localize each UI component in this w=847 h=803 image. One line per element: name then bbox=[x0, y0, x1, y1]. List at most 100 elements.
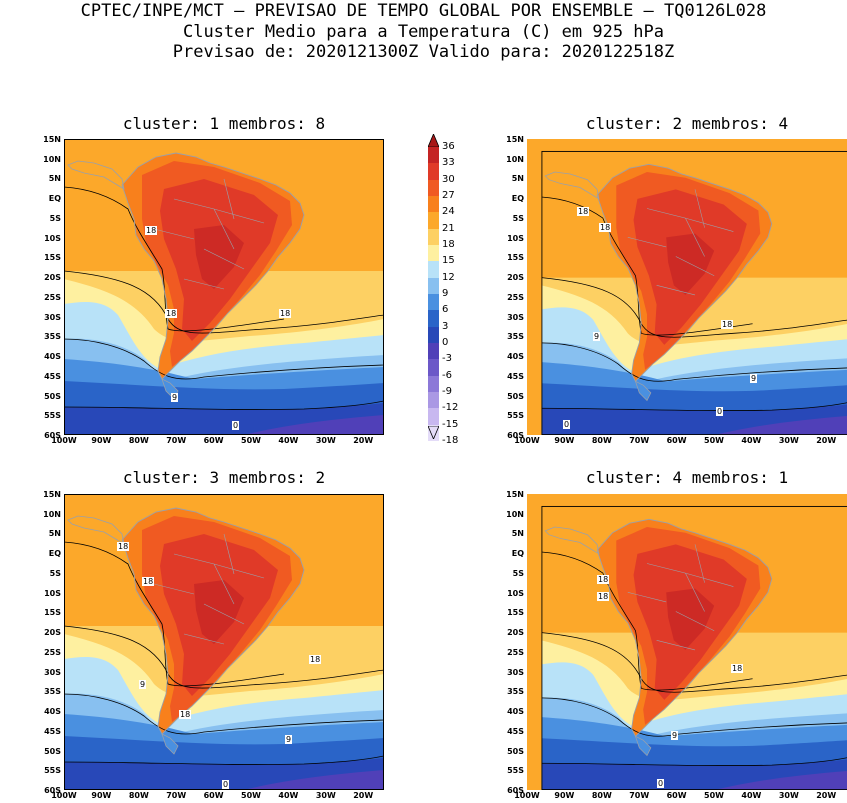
lat-tick-label: 10N bbox=[43, 509, 61, 519]
lat-tick-label: 5N bbox=[48, 174, 61, 184]
lat-tick-label: 15N bbox=[43, 135, 61, 144]
lat-tick-label: 5N bbox=[511, 174, 524, 184]
lon-tick-label: 20W bbox=[816, 436, 837, 445]
colorbar-swatch bbox=[428, 212, 439, 229]
panel-title: cluster: 4 membros: 1 bbox=[585, 468, 789, 487]
lon-tick-label: 50W bbox=[704, 436, 724, 445]
lat-tick-label: 20S bbox=[44, 628, 61, 638]
header-line-1: CPTEC/INPE/MCT — PREVISAO DE TEMPO GLOBA… bbox=[80, 1, 767, 21]
lon-tick-label: 30W bbox=[778, 791, 799, 800]
colorbar-swatch bbox=[428, 342, 439, 360]
colorbar-tick: 21 bbox=[442, 222, 455, 234]
lat-tick-label: 10N bbox=[506, 509, 524, 519]
contour-label: 18 bbox=[309, 655, 322, 664]
lat-tick-label: 50S bbox=[507, 391, 524, 401]
colorbar-tick: 3 bbox=[442, 320, 449, 332]
colorbar-tick: -3 bbox=[442, 353, 452, 365]
colorbar-tick: -18 bbox=[442, 434, 459, 446]
colorbar-tick: 0 bbox=[442, 336, 449, 348]
lat-tick-label: 5N bbox=[48, 529, 61, 539]
lat-tick-label: 10S bbox=[507, 233, 524, 243]
colorbar-bottom-arrow bbox=[428, 426, 439, 439]
colorbar-swatch bbox=[428, 408, 439, 425]
lon-tick-label: 90W bbox=[91, 436, 112, 445]
lon-tick-label: 100W bbox=[514, 791, 540, 800]
lat-tick-label: 30S bbox=[507, 667, 524, 677]
lat-tick-label: 15S bbox=[44, 608, 61, 618]
colorbar-tick: 30 bbox=[442, 173, 455, 185]
lat-tick-label: 5S bbox=[512, 568, 524, 578]
lon-tick-label: 80W bbox=[128, 791, 149, 800]
map-field bbox=[64, 139, 384, 435]
lon-tick-label: 80W bbox=[591, 791, 612, 800]
lat-tick-label: 35S bbox=[44, 332, 61, 342]
lon-tick-label: 50W bbox=[241, 791, 261, 800]
lon-tick-label: 40W bbox=[278, 791, 299, 800]
colorbar-tick: 27 bbox=[442, 189, 455, 201]
lat-tick-label: 25S bbox=[44, 292, 61, 302]
contour-label: 0 bbox=[232, 421, 240, 430]
colorbar-swatch bbox=[428, 179, 439, 196]
lon-tick-label: 90W bbox=[554, 436, 575, 445]
panel-title: cluster: 3 membros: 2 bbox=[122, 468, 326, 487]
lon-tick-label: 90W bbox=[554, 791, 575, 800]
lat-tick-label: 10N bbox=[43, 154, 61, 164]
lat-tick-label: 40S bbox=[507, 352, 524, 362]
lat-tick-label: 15N bbox=[506, 135, 524, 144]
lat-tick-label: 10S bbox=[507, 588, 524, 598]
contour-label: 9 bbox=[671, 731, 679, 740]
contour-label: 0 bbox=[222, 780, 230, 789]
contour-label: 18 bbox=[577, 207, 590, 216]
lat-tick-label: EQ bbox=[48, 549, 61, 559]
colorbar-swatch bbox=[428, 375, 439, 392]
lat-tick-label: 15S bbox=[507, 253, 524, 263]
map-field bbox=[64, 494, 384, 790]
lat-tick-label: 45S bbox=[44, 726, 61, 736]
lon-tick-label: 30W bbox=[315, 436, 336, 445]
lat-tick-label: 45S bbox=[507, 371, 524, 381]
lon-tick-label: 40W bbox=[741, 791, 762, 800]
lat-tick-label: 50S bbox=[507, 746, 524, 756]
lat-tick-label: EQ bbox=[511, 549, 524, 559]
colorbar-swatch bbox=[428, 293, 439, 311]
colorbar-tick: 12 bbox=[442, 271, 455, 283]
lat-tick-label: 10S bbox=[44, 588, 61, 598]
lon-tick-label: 70W bbox=[629, 436, 650, 445]
colorbar-top-arrow bbox=[428, 134, 439, 147]
lon-tick-label: 70W bbox=[166, 791, 187, 800]
lat-tick-label: EQ bbox=[511, 194, 524, 204]
lon-tick-label: 40W bbox=[278, 436, 299, 445]
lat-tick-label: 5S bbox=[49, 568, 61, 578]
lon-tick-label: 90W bbox=[91, 791, 112, 800]
map-panel-2 bbox=[527, 139, 847, 435]
contour-label: 9 bbox=[139, 680, 147, 689]
lon-tick-label: 60W bbox=[666, 791, 687, 800]
lat-tick-label: 35S bbox=[507, 332, 524, 342]
lon-tick-label: 60W bbox=[666, 436, 687, 445]
lat-tick-label: 10S bbox=[44, 233, 61, 243]
contour-label: 18 bbox=[279, 309, 292, 318]
colorbar-swatch bbox=[428, 310, 439, 327]
lon-tick-label: 20W bbox=[353, 791, 374, 800]
contour-label: 18 bbox=[142, 577, 155, 586]
contour-label: 0 bbox=[563, 420, 571, 429]
lon-tick-label: 70W bbox=[166, 436, 187, 445]
lon-tick-label: 30W bbox=[315, 791, 336, 800]
lat-tick-label: 15N bbox=[43, 490, 61, 499]
lat-tick-label: 5S bbox=[49, 213, 61, 223]
map-panel-1 bbox=[64, 139, 384, 435]
colorbar-swatch bbox=[428, 244, 439, 262]
lat-tick-label: 15S bbox=[44, 253, 61, 263]
colorbar-swatch bbox=[428, 195, 439, 213]
lat-tick-label: 45S bbox=[507, 726, 524, 736]
contour-label: 18 bbox=[597, 575, 610, 584]
contour-label: 18 bbox=[165, 309, 178, 318]
lat-tick-label: 45S bbox=[44, 371, 61, 381]
header-line-2: Cluster Medio para a Temperatura (C) em … bbox=[182, 22, 665, 42]
lat-tick-label: 40S bbox=[507, 707, 524, 717]
lat-tick-label: 60S bbox=[44, 786, 61, 795]
colorbar-tick: 18 bbox=[442, 238, 455, 250]
colorbar-tick: 36 bbox=[442, 141, 455, 152]
lon-tick-label: 60W bbox=[203, 436, 224, 445]
panel-title: cluster: 1 membros: 8 bbox=[122, 114, 326, 133]
